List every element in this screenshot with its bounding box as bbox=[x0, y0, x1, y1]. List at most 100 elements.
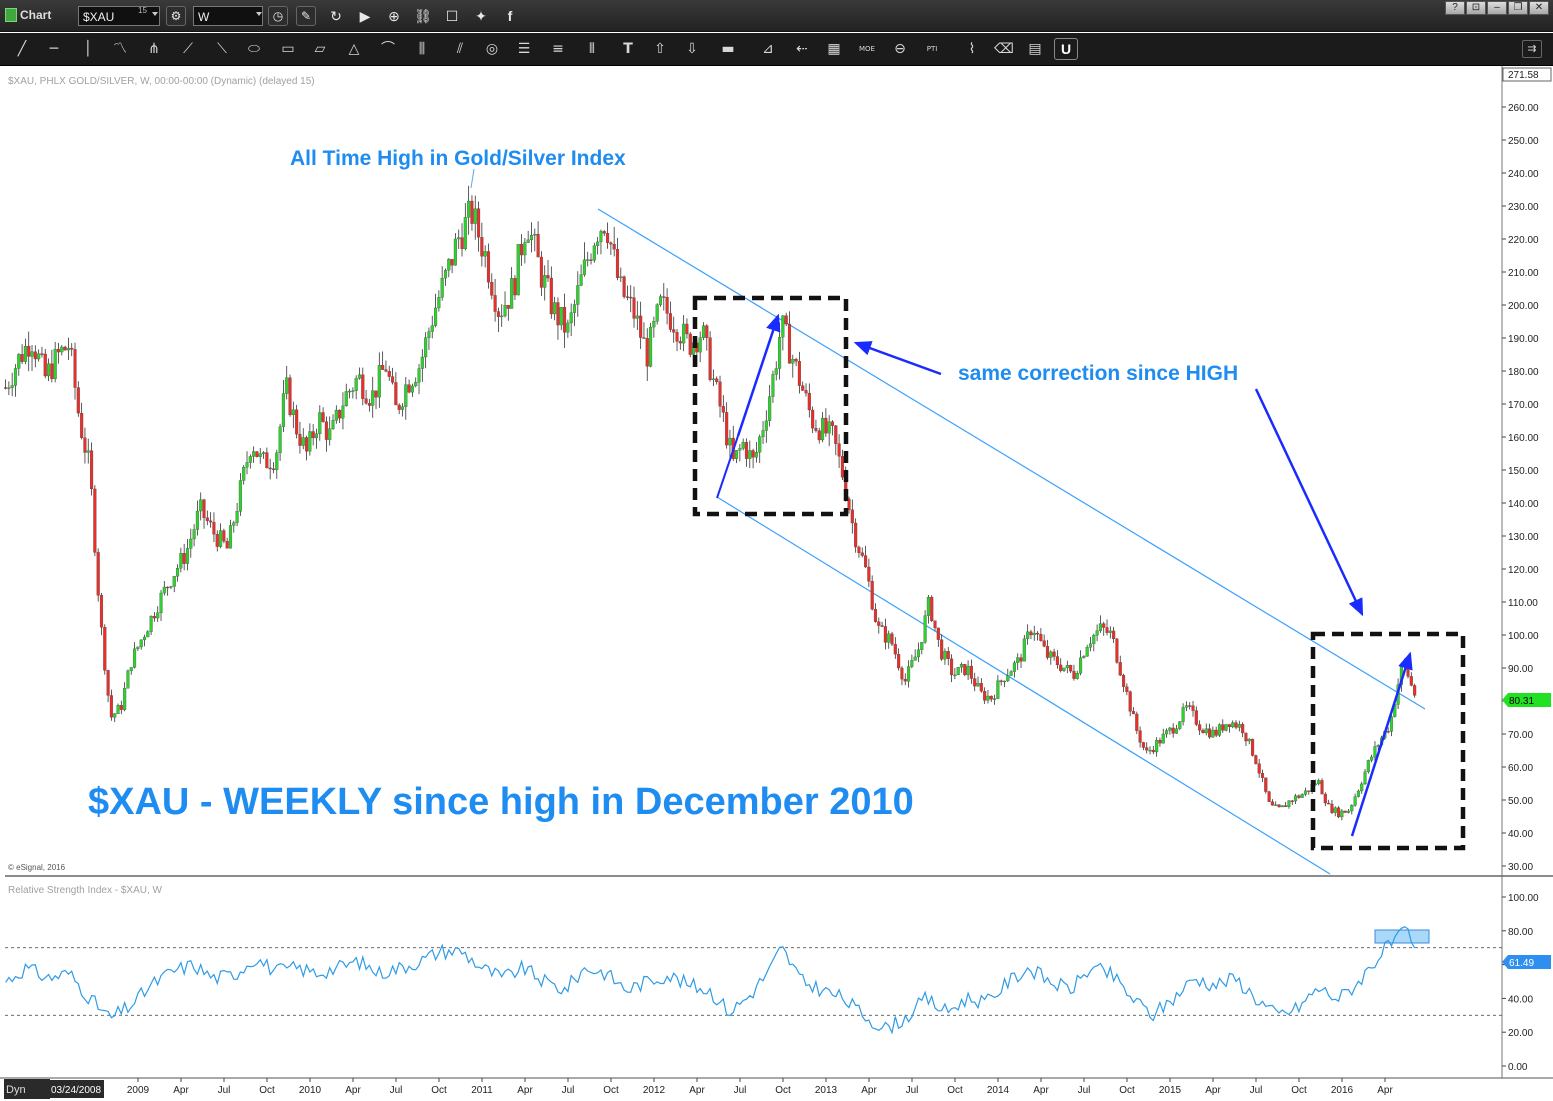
start-date-label: 03/24/2008 bbox=[51, 1085, 101, 1096]
eraser-icon[interactable]: ⌫ bbox=[994, 41, 1014, 57]
chart-title[interactable]: $XAU - WEEKLY since high in December 201… bbox=[88, 781, 914, 823]
candle-body bbox=[579, 274, 583, 286]
dyn-badge[interactable] bbox=[4, 1079, 50, 1099]
time-tick-label: 2015 bbox=[1159, 1085, 1182, 1096]
candle-body bbox=[513, 278, 517, 296]
moe-icon[interactable]: MOE bbox=[859, 45, 875, 53]
correction-annotation[interactable]: same correction since HIGH bbox=[958, 362, 1238, 385]
grid-icon[interactable]: ▦ bbox=[827, 41, 841, 57]
price-scale[interactable] bbox=[1502, 66, 1553, 1101]
time-axis[interactable] bbox=[0, 1078, 1553, 1101]
candle-body bbox=[615, 249, 620, 278]
pitchfork-icon[interactable]: ⋔ bbox=[148, 41, 160, 57]
candle-body bbox=[936, 627, 940, 640]
panel-options-icon[interactable]: ⇉ bbox=[1522, 40, 1542, 58]
candle-body bbox=[1270, 801, 1274, 806]
ellipse-count-icon[interactable]: ⊖ bbox=[894, 41, 906, 57]
close-button[interactable]: ✕ bbox=[1529, 1, 1549, 15]
interval-input[interactable]: W bbox=[193, 6, 263, 26]
zigzag-icon[interactable]: ⌇ bbox=[968, 41, 976, 57]
comment-icon[interactable]: ☐ bbox=[445, 8, 459, 24]
interval-dropdown-icon[interactable] bbox=[256, 12, 262, 16]
candle-body bbox=[529, 235, 534, 241]
restore-button[interactable]: ❐ bbox=[1508, 1, 1528, 15]
candle-body bbox=[73, 349, 77, 388]
candle-body bbox=[1198, 724, 1202, 731]
fib-circle-icon[interactable]: ◎ bbox=[485, 41, 499, 57]
zoom-icon[interactable]: ⊕ bbox=[388, 8, 400, 24]
candle-body bbox=[771, 374, 775, 397]
candle-body bbox=[391, 376, 395, 383]
channel-lower-line[interactable] bbox=[716, 496, 1331, 875]
correction-box-2012[interactable] bbox=[692, 295, 849, 517]
triangle-icon[interactable]: △ bbox=[348, 41, 360, 57]
candle-body bbox=[176, 567, 180, 577]
ellipse-icon[interactable]: ⬭ bbox=[248, 41, 260, 57]
vertical-line-icon[interactable]: │ bbox=[83, 41, 93, 57]
candle-body bbox=[1145, 747, 1149, 751]
candle-body bbox=[619, 276, 623, 278]
candle-body bbox=[248, 456, 252, 463]
symbol-dropdown-icon[interactable] bbox=[152, 12, 158, 16]
candle-body bbox=[582, 259, 586, 275]
candle-body bbox=[569, 312, 573, 324]
parallel-channel-icon[interactable]: ⫽ bbox=[456, 41, 464, 57]
dyn-label[interactable]: Dyn bbox=[6, 1084, 26, 1096]
candle-body bbox=[632, 297, 636, 319]
pti-icon[interactable]: PTI bbox=[926, 45, 938, 53]
fib-fan-icon[interactable]: ⟍ bbox=[217, 41, 227, 57]
cycle-icon[interactable]: ⫼ bbox=[418, 41, 426, 57]
candle-body bbox=[864, 555, 868, 568]
candle-body bbox=[129, 667, 133, 671]
parallelogram-icon[interactable]: ▱ bbox=[314, 41, 326, 57]
time-zones-icon[interactable]: ⦀ bbox=[588, 41, 596, 57]
snapshot-icon[interactable]: ▤ bbox=[1028, 41, 1042, 57]
wave-icon[interactable]: 〽 bbox=[113, 41, 127, 57]
chart-area[interactable]: 260.00 250.00 240.00 230.00 220.00 210.00 200.… bbox=[0, 66, 1553, 1101]
trend-line-icon[interactable]: ╱ bbox=[17, 41, 27, 57]
arrow-up-icon[interactable]: ⇧ bbox=[654, 41, 666, 57]
candle-body bbox=[1376, 744, 1380, 747]
settings-icon[interactable]: ⚙ bbox=[166, 6, 186, 26]
rectangle-icon[interactable]: ▭ bbox=[281, 41, 295, 57]
rsi-value-label: 61.49 bbox=[1509, 958, 1534, 969]
arc-icon[interactable]: ⌒ bbox=[381, 41, 395, 57]
pencil-icon[interactable]: ✎ bbox=[296, 6, 316, 26]
gann-fan-icon[interactable]: ⟋ bbox=[183, 41, 193, 57]
clock-icon[interactable]: ◷ bbox=[268, 6, 288, 26]
candle-body bbox=[1165, 730, 1169, 735]
link-icon[interactable]: ⛓ bbox=[414, 8, 432, 24]
candle-body bbox=[1360, 783, 1364, 792]
candle-body bbox=[179, 553, 183, 569]
link-window-button[interactable]: ⊡ bbox=[1466, 1, 1486, 15]
symbol-input[interactable]: $XAU bbox=[78, 6, 160, 26]
time-tick-label: Jul bbox=[734, 1085, 747, 1096]
minimize-button[interactable]: – bbox=[1487, 1, 1507, 15]
play-icon[interactable]: ▶ bbox=[359, 8, 371, 24]
start-date-box[interactable] bbox=[48, 1080, 104, 1098]
fib-speed-icon[interactable]: ⇠ bbox=[796, 41, 808, 57]
twitter-icon[interactable]: ✦ bbox=[475, 8, 487, 24]
text-icon[interactable]: T bbox=[623, 41, 633, 57]
refresh-icon[interactable]: ↻ bbox=[330, 8, 342, 24]
marker-icon[interactable]: ▬ bbox=[721, 41, 735, 57]
facebook-icon[interactable]: f bbox=[507, 8, 513, 24]
channel-upper-line[interactable] bbox=[597, 208, 1426, 710]
fib-retracement-icon[interactable]: ☰ bbox=[517, 41, 531, 57]
magnet-icon[interactable]: U bbox=[1054, 38, 1078, 60]
correction-box-2016[interactable] bbox=[1310, 631, 1466, 851]
help-button[interactable]: ? bbox=[1445, 1, 1465, 15]
fib-extension-icon[interactable]: ≡ bbox=[552, 41, 564, 57]
candle-body bbox=[682, 323, 686, 344]
arrow-down-icon[interactable]: ⇩ bbox=[686, 41, 698, 57]
candle-body bbox=[897, 654, 901, 669]
gann-square-icon[interactable]: ⊿ bbox=[762, 41, 774, 57]
candle-body bbox=[602, 231, 606, 234]
ath-annotation[interactable]: All Time High in Gold/Silver Index bbox=[290, 147, 626, 170]
horizontal-line-icon[interactable]: ─ bbox=[49, 41, 59, 57]
rsi-line[interactable] bbox=[5, 926, 1416, 1035]
time-tick-label: Apr bbox=[345, 1085, 361, 1096]
candle-body bbox=[778, 337, 782, 369]
rsi-overbought-highlight[interactable] bbox=[1374, 929, 1430, 944]
time-tick-label: Apr bbox=[1033, 1085, 1049, 1096]
